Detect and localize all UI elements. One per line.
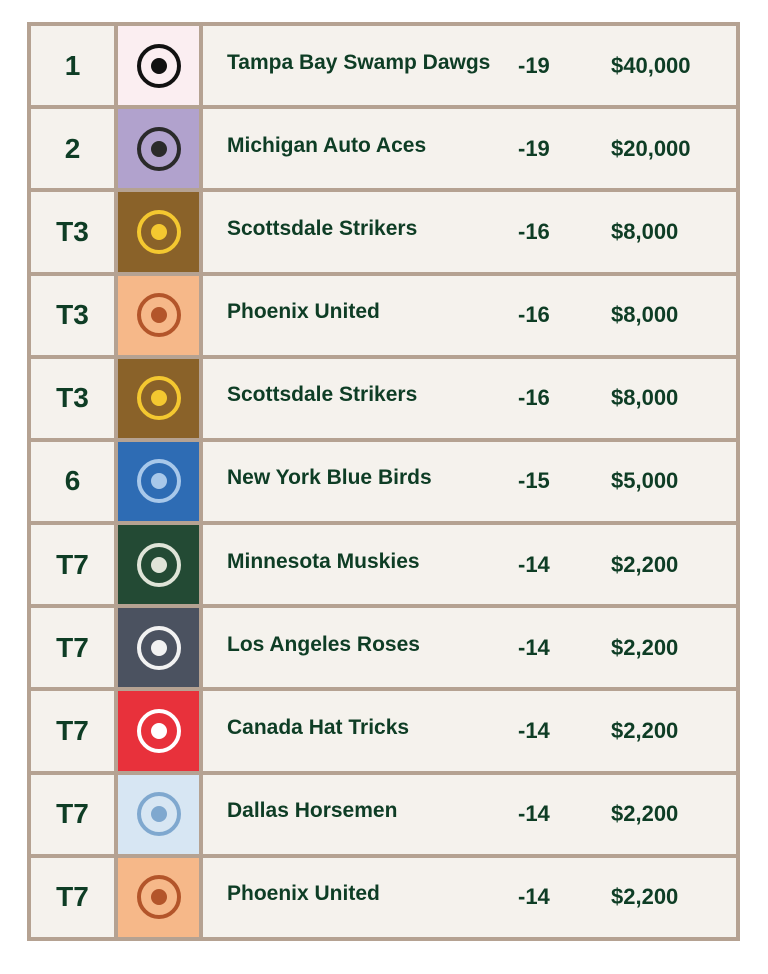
score: -16: [518, 218, 550, 244]
phoenix-united-logo-icon: [118, 857, 199, 937]
logo-cell: [118, 109, 199, 189]
result-cell: Scottsdale Strikers -16 $8,000: [203, 358, 736, 438]
table-row: T7 Phoenix United -14 $2,200: [31, 857, 736, 937]
auto-aces-logo-icon: [118, 109, 199, 189]
rank-cell: 2: [31, 109, 114, 189]
logo-cell: [118, 608, 199, 688]
rank-cell: T7: [31, 691, 114, 771]
prize: $2,200: [611, 801, 679, 827]
strikers-logo-icon: [118, 192, 199, 272]
prize: $8,000: [611, 302, 679, 328]
score: -16: [518, 302, 550, 328]
team-name: Scottsdale Strikers: [227, 383, 418, 407]
table-row: 6 New York Blue Birds -15 $5,000: [31, 441, 736, 522]
result-cell: Los Angeles Roses -14 $2,200: [203, 608, 736, 688]
team-name: Los Angeles Roses: [227, 632, 420, 656]
result-cell: Scottsdale Strikers -16 $8,000: [203, 192, 736, 272]
logo-cell: [118, 857, 199, 937]
prize: $2,200: [611, 634, 679, 660]
score: -14: [518, 801, 550, 827]
leaderboard-table: 1 Tampa Bay Swamp Dawgs -19 $40,000 2 Mi…: [27, 22, 740, 941]
score: -14: [518, 551, 550, 577]
rank-cell: T7: [31, 857, 114, 937]
rank-cell: T7: [31, 608, 114, 688]
score: -14: [518, 884, 550, 910]
prize: $8,000: [611, 385, 679, 411]
prize: $8,000: [611, 218, 679, 244]
table-row: T7 Los Angeles Roses -14 $2,200: [31, 608, 736, 688]
team-name: Dallas Horsemen: [227, 799, 398, 823]
score: -14: [518, 718, 550, 744]
team-name: New York Blue Birds: [227, 466, 432, 490]
score: -16: [518, 385, 550, 411]
table-row: 1 Tampa Bay Swamp Dawgs -19 $40,000: [31, 26, 736, 106]
logo-cell: [118, 275, 199, 355]
hat-tricks-logo-icon: [118, 691, 199, 771]
score: -15: [518, 468, 550, 494]
table-row: T7 Dallas Horsemen -14 $2,200: [31, 774, 736, 854]
rank-cell: T7: [31, 774, 114, 854]
rank-cell: T7: [31, 525, 114, 605]
team-name: Michigan Auto Aces: [227, 133, 427, 157]
prize: $5,000: [611, 468, 679, 494]
swamp-dawgs-logo-icon: [118, 26, 199, 106]
result-cell: New York Blue Birds -15 $5,000: [203, 441, 736, 522]
table-row: T7 Canada Hat Tricks -14 $2,200: [31, 691, 736, 771]
logo-cell: [118, 691, 199, 771]
result-cell: Canada Hat Tricks -14 $2,200: [203, 691, 736, 771]
team-name: Canada Hat Tricks: [227, 716, 410, 740]
result-cell: Phoenix United -14 $2,200: [203, 857, 736, 937]
team-name: Phoenix United: [227, 882, 380, 906]
result-cell: Michigan Auto Aces -19 $20,000: [203, 109, 736, 189]
blue-birds-logo-icon: [118, 441, 199, 522]
table-row: 2 Michigan Auto Aces -19 $20,000: [31, 109, 736, 189]
result-cell: Dallas Horsemen -14 $2,200: [203, 774, 736, 854]
logo-cell: [118, 358, 199, 438]
horsemen-logo-icon: [118, 774, 199, 854]
prize: $40,000: [611, 52, 691, 78]
strikers-logo-icon: [118, 358, 199, 438]
phoenix-united-logo-icon: [118, 275, 199, 355]
result-cell: Tampa Bay Swamp Dawgs -19 $40,000: [203, 26, 736, 106]
logo-cell: [118, 26, 199, 106]
roses-logo-icon: [118, 608, 199, 688]
team-name: Minnesota Muskies: [227, 549, 420, 573]
rank-cell: T3: [31, 275, 114, 355]
logo-cell: [118, 774, 199, 854]
logo-cell: [118, 192, 199, 272]
muskies-logo-icon: [118, 525, 199, 605]
result-cell: Phoenix United -16 $8,000: [203, 275, 736, 355]
result-cell: Minnesota Muskies -14 $2,200: [203, 525, 736, 605]
prize: $2,200: [611, 551, 679, 577]
score: -19: [518, 52, 550, 78]
prize: $20,000: [611, 135, 691, 161]
rank-cell: 6: [31, 441, 114, 522]
table-row: T3 Scottsdale Strikers -16 $8,000: [31, 192, 736, 272]
prize: $2,200: [611, 884, 679, 910]
logo-cell: [118, 441, 199, 522]
rank-cell: T3: [31, 192, 114, 272]
table-row: T7 Minnesota Muskies -14 $2,200: [31, 525, 736, 605]
rank-cell: 1: [31, 26, 114, 106]
table-row: T3 Scottsdale Strikers -16 $8,000: [31, 358, 736, 438]
rank-cell: T3: [31, 358, 114, 438]
prize: $2,200: [611, 718, 679, 744]
logo-cell: [118, 525, 199, 605]
team-name: Phoenix United: [227, 300, 380, 324]
score: -19: [518, 135, 550, 161]
score: -14: [518, 634, 550, 660]
team-name: Tampa Bay Swamp Dawgs: [227, 50, 491, 74]
table-row: T3 Phoenix United -16 $8,000: [31, 275, 736, 355]
team-name: Scottsdale Strikers: [227, 217, 418, 241]
